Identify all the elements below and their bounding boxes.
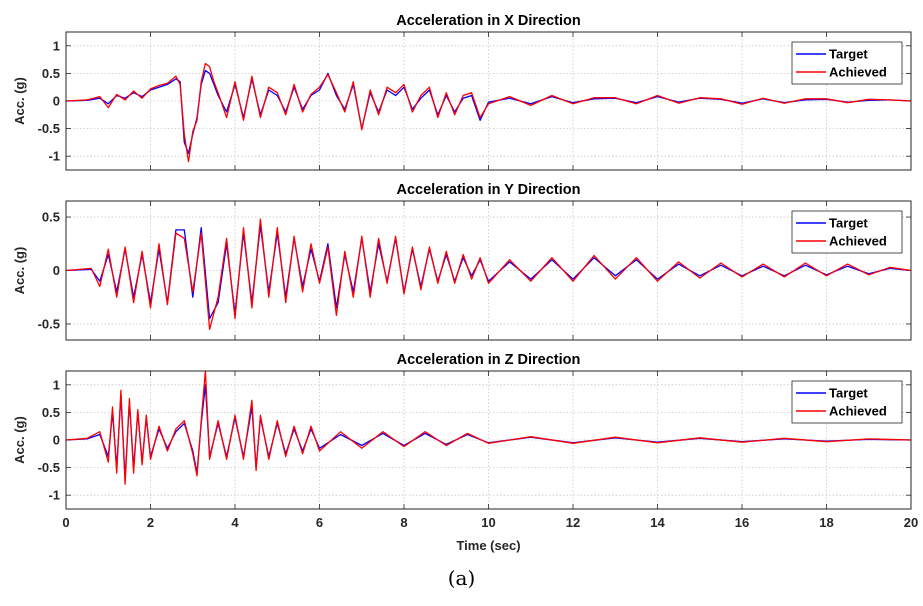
series-line-achieved <box>65 62 912 163</box>
x-tick-label: 4 <box>231 515 239 530</box>
chart-title: Acceleration in X Direction <box>396 13 581 29</box>
axes-box <box>65 200 912 341</box>
y-axis-label: Acc. (g) <box>12 77 27 125</box>
chart-panel-1: 1 0.5 0 -0.5 -1 Acceleration in X Direction Ac… <box>12 13 912 171</box>
legend-box <box>791 210 903 254</box>
y-tick-label: 0.5 <box>42 405 60 420</box>
series-line-achieved <box>65 370 912 485</box>
y-tick-label: -1 <box>48 488 60 503</box>
y-tick-label: -1 <box>48 149 60 164</box>
figure-caption: (a) <box>447 566 476 590</box>
x-tick-label: 0 <box>62 515 69 530</box>
legend-label-achieved: Achieved <box>829 404 887 419</box>
y-tick-label: 0.5 <box>42 210 60 225</box>
x-tick-label: 18 <box>819 515 833 530</box>
legend-label-achieved: Achieved <box>829 234 887 249</box>
x-tick-label: 10 <box>481 515 495 530</box>
y-tick-label: 0 <box>53 263 60 278</box>
x-tick-label: 6 <box>316 515 323 530</box>
x-tick-label: 12 <box>566 515 580 530</box>
x-tick-label: 20 <box>904 515 918 530</box>
legend: Target Achieved <box>791 380 903 424</box>
y-tick-label: 0.5 <box>42 66 60 81</box>
chart-panel-2: 0.5 0 -0.5 Acceleration in Y Direction Acc. … <box>12 182 912 341</box>
y-tick-label: -0.5 <box>38 316 60 331</box>
legend-label-target: Target <box>829 386 868 401</box>
y-tick-label: 0 <box>53 94 60 109</box>
x-tick-label: 2 <box>147 515 154 530</box>
series-line-achieved <box>65 218 912 330</box>
legend: Target Achieved <box>791 41 903 85</box>
axes-box <box>65 31 912 171</box>
y-tick-label: 1 <box>53 38 60 53</box>
x-axis-label: Time (sec) <box>456 538 520 553</box>
y-tick-label: -0.5 <box>38 121 60 136</box>
legend: Target Achieved <box>791 210 903 254</box>
legend-box <box>791 380 903 424</box>
x-tick-label: 8 <box>400 515 407 530</box>
x-tick-label: 14 <box>650 515 665 530</box>
legend-label-achieved: Achieved <box>829 65 887 80</box>
axes-box <box>65 370 912 510</box>
y-axis-label: Acc. (g) <box>12 416 27 464</box>
legend-label-target: Target <box>829 47 868 62</box>
y-tick-label: -0.5 <box>38 460 60 475</box>
legend-label-target: Target <box>829 216 868 231</box>
chart-title: Acceleration in Y Direction <box>397 182 581 198</box>
legend-box <box>791 41 903 85</box>
y-tick-label: 1 <box>53 377 60 392</box>
acceleration-figure: 1 0.5 0 -0.5 -1 Acceleration in X Direction Ac… <box>12 13 918 553</box>
chart-panel-3: 10.50-0.5-10 2 4 6 8 10 12 14 16 18 20Acceleration… <box>12 352 918 553</box>
chart-title: Acceleration in Z Direction <box>397 352 581 368</box>
x-tick-label: 16 <box>735 515 749 530</box>
y-tick-label: 0 <box>53 433 60 448</box>
y-axis-label: Acc. (g) <box>12 247 27 295</box>
